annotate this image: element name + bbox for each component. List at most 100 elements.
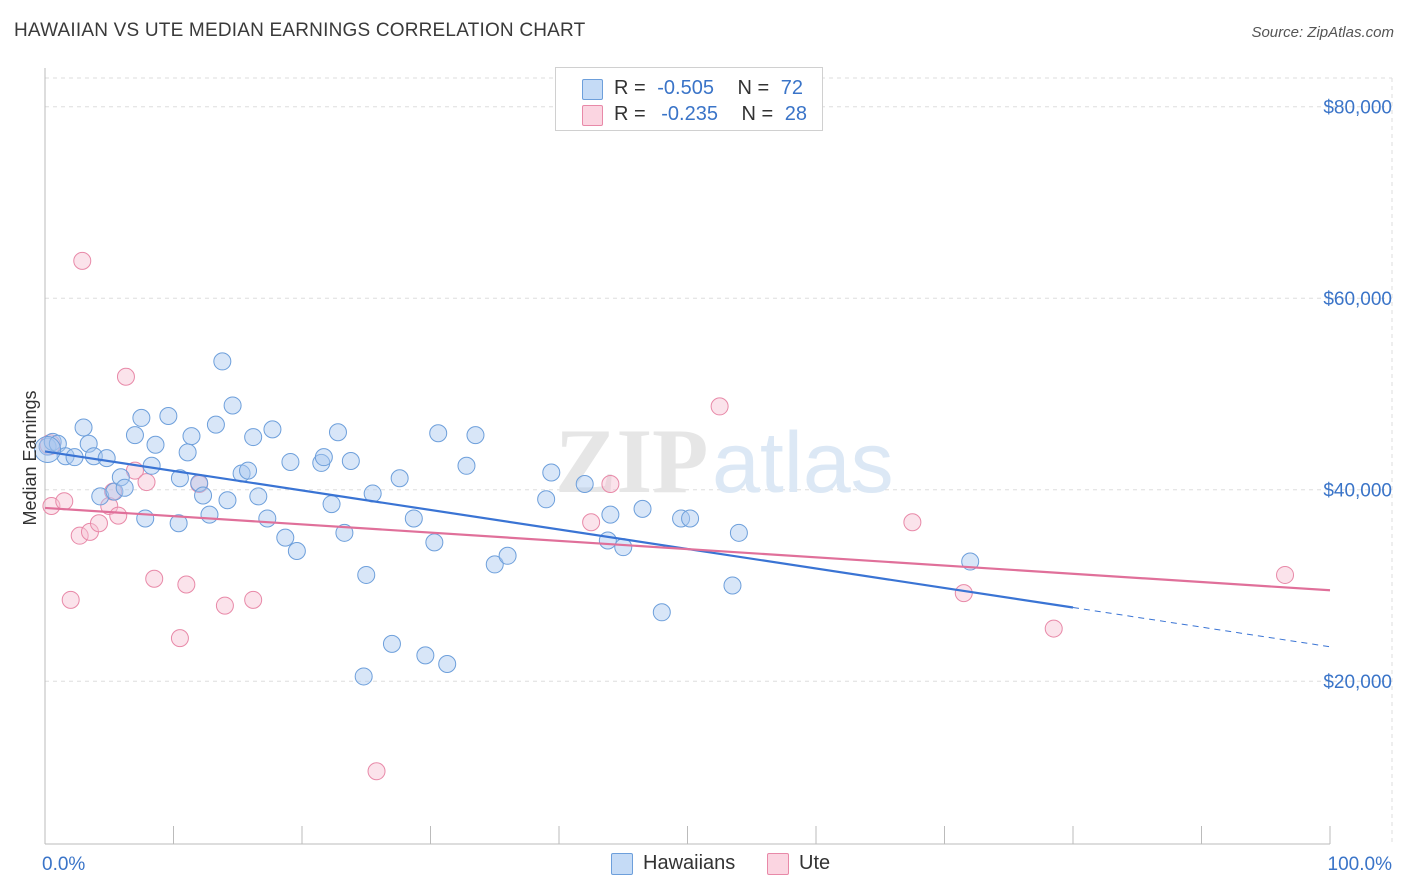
hawaiians-point (178, 443, 197, 462)
hawaiians-point (425, 533, 444, 552)
hawaiians-point (223, 396, 242, 415)
axes (44, 68, 1331, 845)
hawaiians-point (404, 509, 423, 528)
hawaiians-point (111, 468, 130, 487)
hawaiians-point (681, 509, 700, 528)
hawaiians-point (281, 452, 300, 471)
y-tick-labels: $20,000 $40,000 $60,000 $80,000 (1323, 98, 1392, 693)
hawaiians-point (182, 427, 201, 446)
hawaiians-point (263, 420, 282, 439)
y-tick-label: $20,000 (1323, 672, 1392, 693)
hawaiians-point (390, 469, 409, 488)
hawaiians-point (218, 491, 237, 510)
hawaiians-point (258, 509, 277, 528)
hawaiians-point (244, 428, 263, 447)
hawaiians-point (382, 634, 401, 653)
hawaiians-point (132, 408, 151, 427)
ute-point (710, 397, 729, 416)
hawaiians-point (287, 542, 306, 561)
hawaiians-point (723, 576, 742, 595)
watermark-zip: ZIP (555, 410, 708, 512)
hawaiians-point (314, 448, 333, 467)
hawaiians-point (328, 423, 347, 442)
hawaiians-point (341, 452, 360, 470)
hawaiians-point (249, 487, 268, 506)
ute-point (61, 590, 80, 609)
source-note: Source: ZipAtlas.com (1251, 24, 1394, 41)
ute-point (89, 514, 108, 533)
x-tick-label-min: 0.0% (42, 854, 85, 875)
ute-point (1044, 619, 1063, 638)
ute-point (137, 473, 156, 492)
hawaiians-point (239, 461, 258, 480)
hawaiians-trend-line (44, 450, 1074, 609)
watermark-atlas: atlas (712, 415, 894, 511)
hawaiians-point (633, 499, 652, 518)
legend-n-label: N = (741, 103, 774, 125)
ute-trend-line (44, 506, 1331, 592)
y-tick-label: $60,000 (1323, 289, 1392, 310)
y-tick-label: $40,000 (1323, 481, 1392, 502)
hawaiians-point (322, 495, 341, 514)
hawaiians-point (961, 552, 980, 571)
hawaiians-point (115, 478, 134, 497)
ute-point (582, 513, 601, 532)
hawaiians-point (213, 352, 232, 371)
ute-point (903, 513, 922, 532)
hawaiians-point (598, 531, 617, 550)
hawaiians-point (357, 565, 376, 584)
legend-n-value: 28 (784, 103, 808, 125)
ute-point (100, 497, 119, 516)
hawaiians-trend-extension (1072, 607, 1331, 648)
x-tick-labels: 0.0% 100.0% (42, 854, 1392, 875)
ute-point (601, 474, 620, 493)
hawaiians-point (159, 406, 178, 425)
bottom-legend-swatch-ute (767, 853, 789, 875)
legend-r-label: R = (614, 77, 646, 99)
hawaiians-point (34, 436, 62, 464)
ute-series (39, 251, 1295, 781)
hawaiians-point (429, 424, 448, 443)
legend-n-value: 72 (780, 77, 804, 99)
hawaiians-point (74, 418, 93, 437)
ute-point (55, 492, 74, 511)
hawaiians-point (146, 435, 165, 454)
hawaiians-point (575, 474, 594, 493)
legend-n-label: N = (737, 77, 770, 99)
hawaiians-point (125, 426, 144, 445)
hawaiians-point (91, 487, 110, 506)
ute-point (1276, 565, 1295, 584)
hawaiians-point (206, 415, 225, 434)
x-tick-label-max: 100.0% (1328, 854, 1393, 875)
hawaiians-point (457, 456, 476, 475)
ute-point (145, 569, 164, 588)
hawaiians-point (498, 546, 517, 565)
hawaiians-point (170, 469, 189, 488)
chart-title: HAWAIIAN VS UTE MEDIAN EARNINGS CORRELAT… (14, 20, 586, 41)
hawaiians-point (542, 463, 561, 482)
ute-point (244, 590, 263, 609)
hawaiians-point (729, 523, 748, 542)
hawaiians-point (97, 449, 116, 468)
hawaiians-point (354, 667, 373, 686)
hawaiians-point (200, 505, 219, 524)
hawaiians-point (416, 646, 435, 665)
trend-lines (44, 450, 1331, 648)
hawaiians-point (485, 555, 504, 574)
hawaiians-point (335, 523, 354, 542)
hawaiians-point (136, 509, 155, 528)
ute-point (954, 584, 973, 603)
ute-point (116, 367, 135, 386)
ute-point (367, 762, 386, 781)
y-tick-label: $80,000 (1323, 98, 1392, 119)
ute-point (109, 506, 128, 525)
ute-point (170, 629, 189, 648)
hawaiians-point (194, 486, 213, 505)
bottom-legend-label-ute: Ute (799, 852, 831, 874)
watermark: ZIP atlas (555, 410, 894, 512)
correlation-legend: R = -0.505 N = 72 R = -0.235 N = 28 (555, 67, 823, 131)
ute-point (70, 526, 89, 545)
hawaiians-point (601, 505, 620, 524)
legend-r-value: -0.505 (657, 77, 714, 99)
